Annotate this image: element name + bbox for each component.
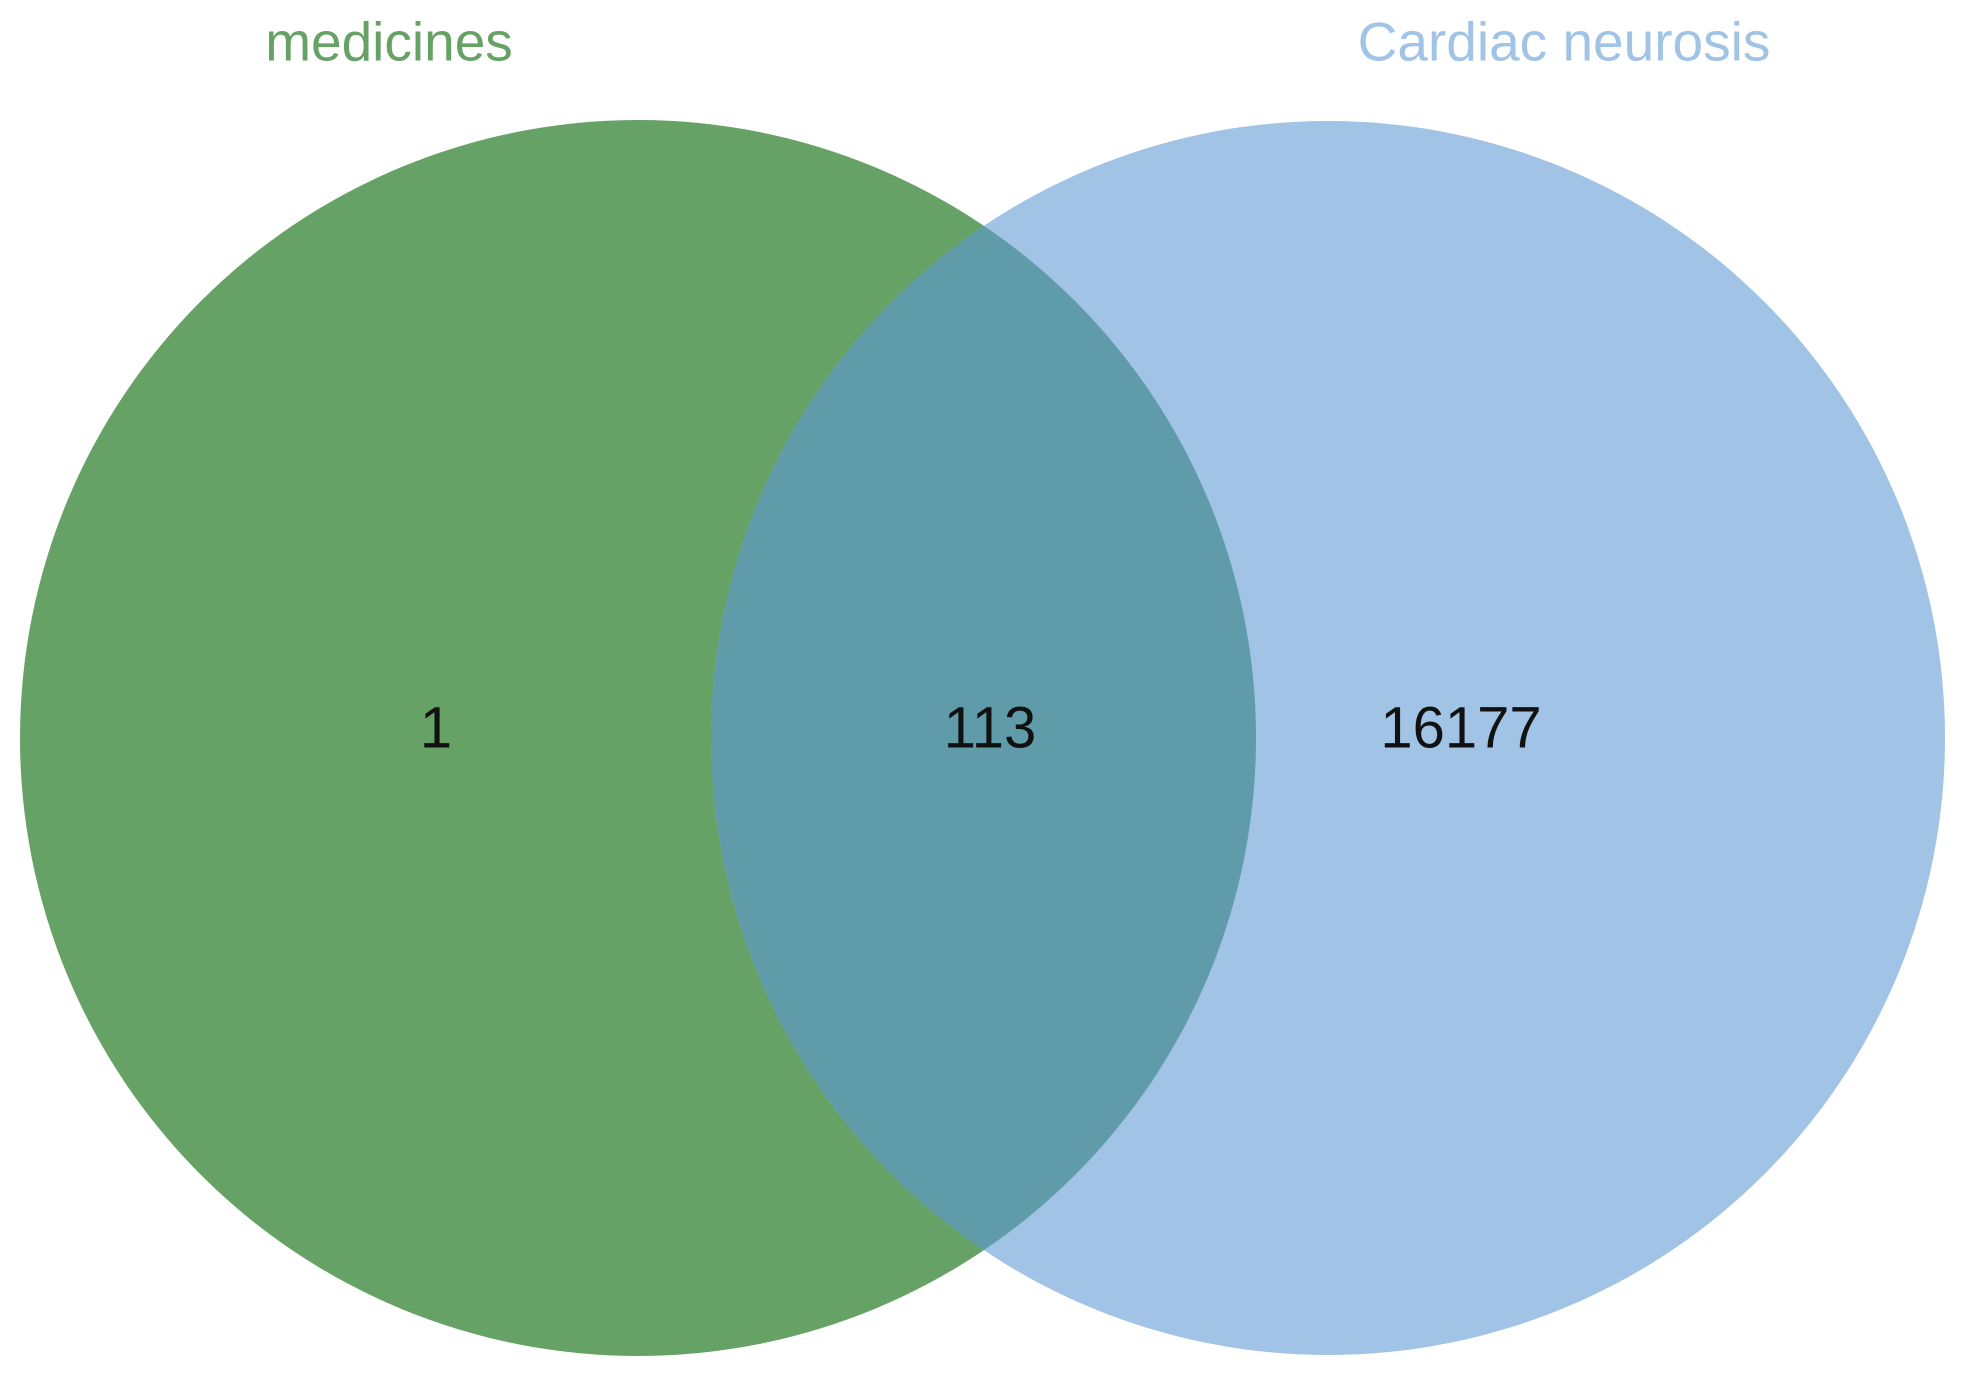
overlap-region bbox=[711, 121, 1256, 1355]
region-count: 1 bbox=[420, 695, 452, 760]
region-count: 113 bbox=[944, 695, 1036, 760]
set-label: Cardiac neurosis bbox=[1358, 11, 1771, 73]
set-label: medicines bbox=[265, 11, 513, 73]
region-count: 16177 bbox=[1380, 695, 1541, 760]
